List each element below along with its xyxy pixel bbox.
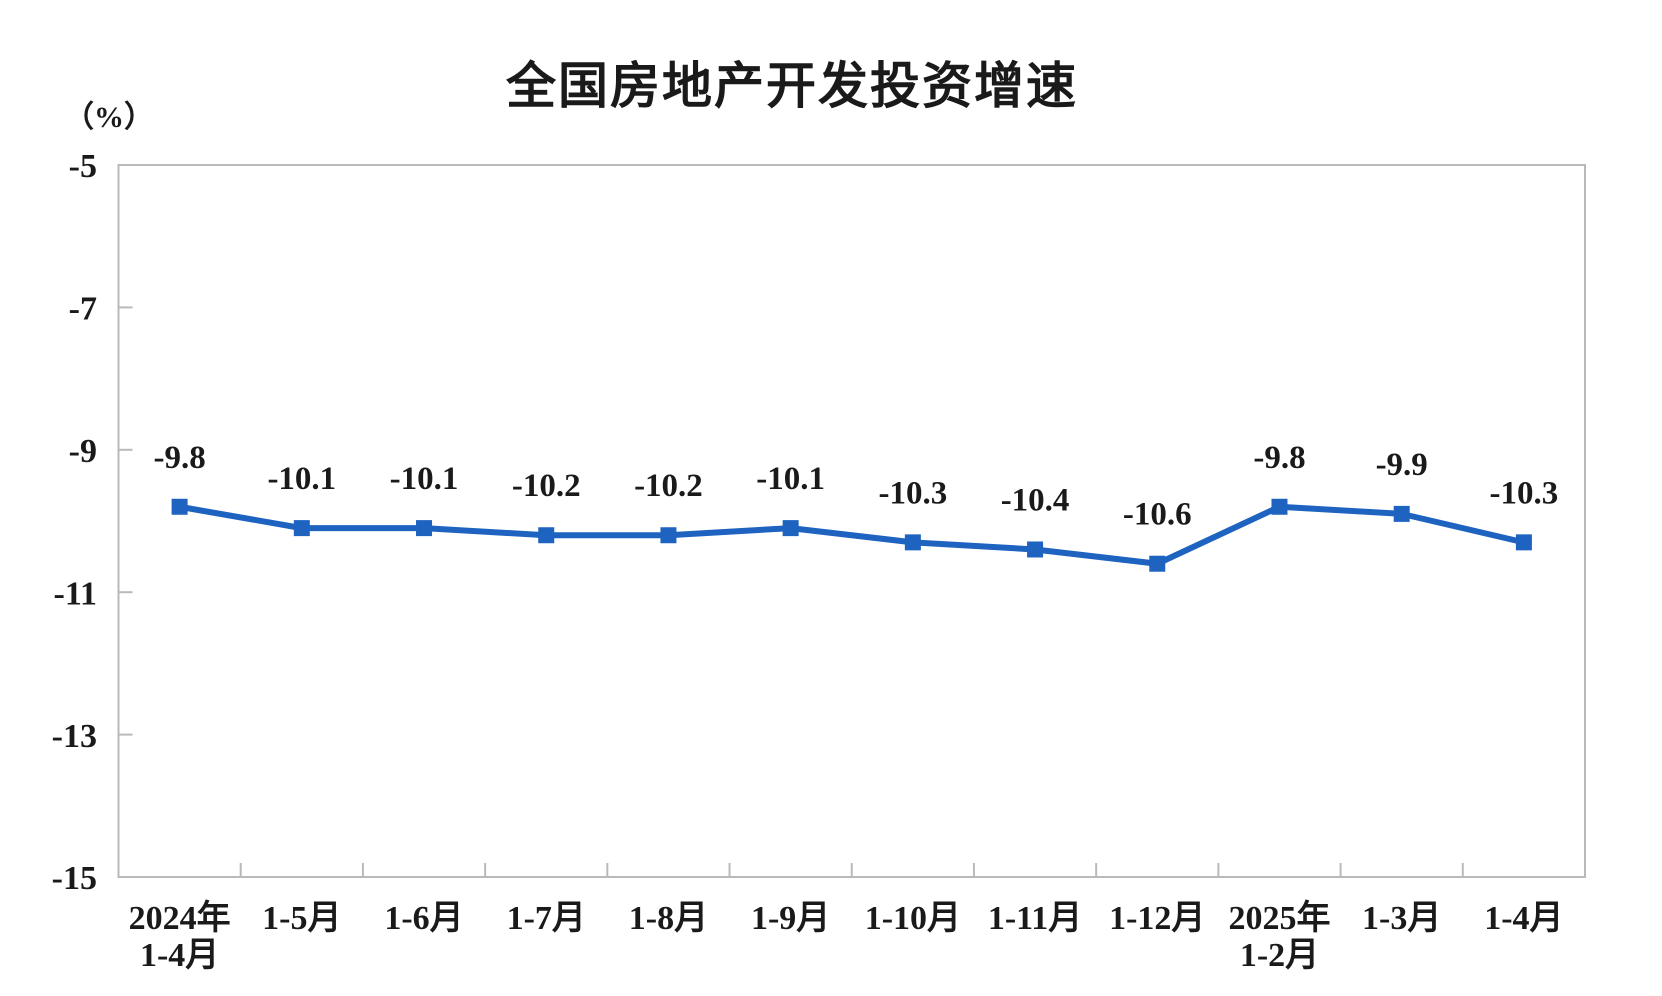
data-point-label: -10.1 bbox=[390, 461, 459, 497]
plot-border bbox=[117, 164, 1586, 878]
x-tick-label: 1-6月 bbox=[384, 900, 463, 937]
data-point-marker bbox=[1271, 498, 1288, 515]
data-point-marker bbox=[1027, 541, 1044, 558]
data-point-marker bbox=[416, 520, 433, 537]
data-point-label: -10.2 bbox=[634, 468, 703, 504]
x-tick-label: 1-4月 bbox=[140, 937, 219, 974]
y-tick-label: -9 bbox=[69, 433, 97, 470]
x-tick-label: 1-2月 bbox=[1240, 937, 1319, 974]
y-tick-label: -11 bbox=[54, 575, 97, 612]
chart-title: 全国房地产开发投资增速 bbox=[506, 58, 1078, 114]
data-point-marker bbox=[171, 498, 188, 515]
y-tick-label: -13 bbox=[52, 718, 97, 755]
data-point-label: -10.2 bbox=[512, 468, 581, 504]
data-point-label: -9.8 bbox=[153, 440, 205, 476]
x-tick-label: 1-5月 bbox=[262, 900, 341, 937]
x-tick-label: 1-7月 bbox=[507, 900, 586, 937]
data-point-label: -10.1 bbox=[267, 461, 336, 497]
x-tick-label: 1-8月 bbox=[629, 900, 708, 937]
data-point-marker bbox=[660, 527, 677, 544]
data-point-label: -9.8 bbox=[1253, 440, 1305, 476]
x-tick-label: 2025年 bbox=[1228, 899, 1330, 937]
x-tick-label: 1-3月 bbox=[1362, 900, 1441, 937]
data-point-label: -10.4 bbox=[1001, 482, 1070, 518]
data-point-marker bbox=[1515, 534, 1532, 551]
x-tick-label: 1-11月 bbox=[988, 900, 1082, 937]
data-point-marker bbox=[538, 527, 555, 544]
y-axis-unit-label: （%） bbox=[64, 101, 154, 134]
x-tick-label: 1-10月 bbox=[865, 900, 961, 937]
y-tick-label: -15 bbox=[52, 860, 97, 897]
data-point-marker bbox=[1149, 555, 1166, 572]
data-point-marker bbox=[293, 520, 310, 537]
y-tick-label: -7 bbox=[69, 291, 97, 328]
data-point-marker bbox=[782, 520, 799, 537]
series-line bbox=[176, 503, 1527, 567]
data-point-marker bbox=[1393, 505, 1410, 522]
y-tick-label: -5 bbox=[69, 148, 97, 185]
x-tick-label: 1-9月 bbox=[751, 900, 830, 937]
data-point-label: -10.3 bbox=[878, 475, 947, 511]
data-point-label: -10.3 bbox=[1490, 475, 1559, 511]
x-tick-label: 1-4月 bbox=[1484, 900, 1563, 937]
data-point-marker bbox=[904, 534, 921, 551]
x-tick-label: 2024年 bbox=[129, 899, 231, 937]
x-tick-label: 1-12月 bbox=[1109, 900, 1205, 937]
data-point-label: -10.6 bbox=[1123, 497, 1192, 533]
data-point-label: -10.1 bbox=[756, 461, 825, 497]
data-point-label: -9.9 bbox=[1376, 447, 1428, 483]
